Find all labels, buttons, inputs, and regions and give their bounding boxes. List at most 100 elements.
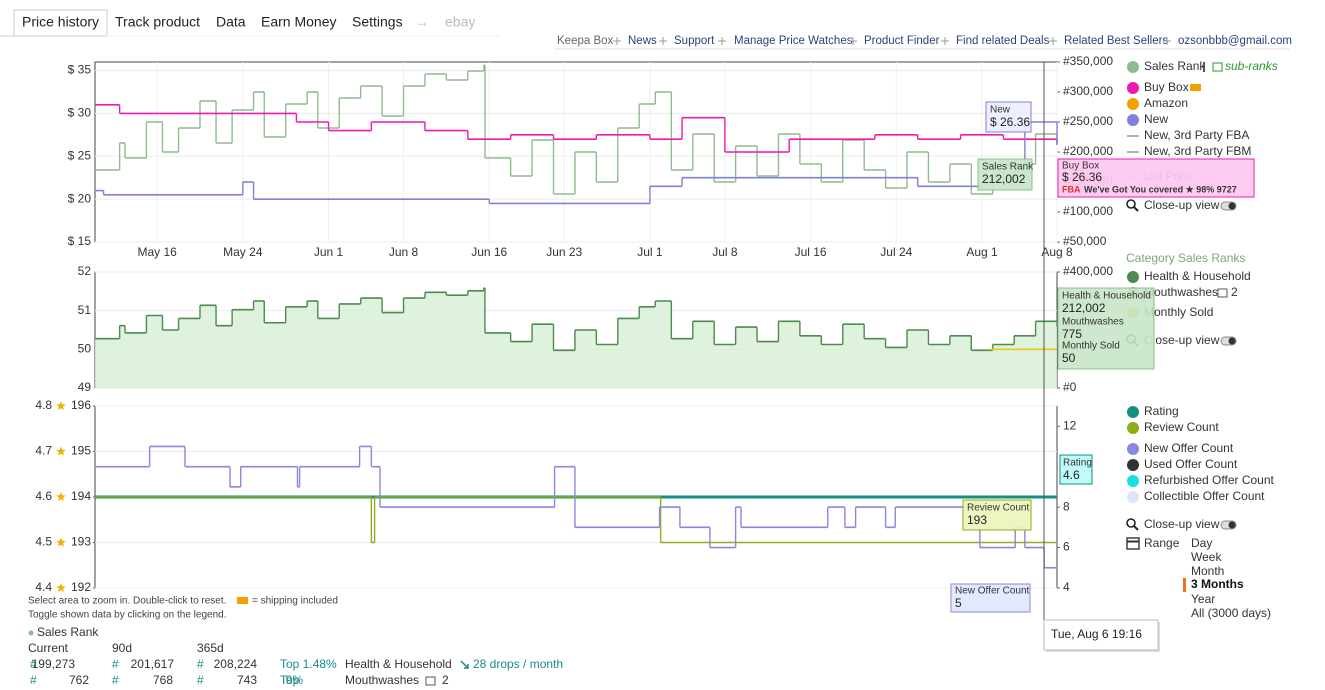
range-option[interactable]: Year	[1191, 592, 1215, 606]
range-option[interactable]: Day	[1191, 536, 1212, 550]
y-tick-label: $ 20	[68, 191, 92, 205]
legend-marker[interactable]	[1127, 459, 1139, 471]
toggle-knob[interactable]	[1228, 521, 1236, 529]
x-tick-label: May 24	[223, 245, 263, 259]
tooltip-buybox-text: FBA	[1062, 184, 1081, 194]
sub-ranks-link[interactable]: sub-ranks	[1225, 59, 1278, 73]
legend-entry[interactable]: Health & Household	[1144, 269, 1251, 283]
legend-marker[interactable]	[1127, 82, 1139, 94]
stats-cell: 762	[69, 673, 89, 687]
y2-tick-label: #100,000	[1063, 204, 1113, 218]
stats-cell: 28 drops / month	[473, 657, 563, 671]
legend-entry[interactable]: New, 3rd Party FBA	[1144, 128, 1249, 142]
link-separator	[1163, 37, 1171, 45]
y2-tick-label: 6	[1063, 540, 1070, 554]
tooltip-rank-text: Sales Rank	[982, 162, 1034, 173]
legend-marker[interactable]	[1127, 422, 1139, 434]
legend-marker[interactable]	[1127, 271, 1139, 283]
legend-marker[interactable]	[1127, 406, 1139, 418]
stats-column: Current	[28, 641, 69, 655]
header-link[interactable]: Product Finder	[864, 35, 940, 47]
legend-marker	[28, 630, 34, 636]
y2-tick-label: #400,000	[1063, 264, 1113, 278]
shipping-icon	[237, 597, 248, 604]
tooltip-rank	[977, 158, 1033, 191]
closeup-label[interactable]: Close-up view	[1144, 517, 1220, 531]
area-step	[467, 290, 484, 388]
stats-cell: #	[112, 657, 119, 671]
stats-cell: 2	[442, 673, 449, 687]
x-tick-label: May 16	[137, 245, 177, 259]
header-link[interactable]: Related Best Sellers	[1064, 35, 1168, 47]
link-separator	[718, 37, 726, 45]
closeup-label[interactable]: Close-up view	[1144, 333, 1220, 347]
legend-entry[interactable]: Rating	[1144, 404, 1179, 418]
tooltip-review	[962, 499, 1032, 531]
x-tick-label: Jun 23	[546, 245, 582, 259]
legend-entry[interactable]: Review Count	[1144, 420, 1219, 434]
hint: Toggle shown data by clicking on the leg…	[28, 610, 226, 621]
legend-entry[interactable]: Collectible Offer Count	[1144, 489, 1265, 503]
legend-marker[interactable]	[1127, 98, 1139, 110]
legend-marker[interactable]	[1127, 475, 1139, 487]
stats-cell: Top 1.48%	[280, 657, 337, 671]
star-icon	[56, 583, 66, 592]
legend-heading: Category Sales Ranks	[1126, 251, 1245, 265]
area-step	[510, 341, 533, 388]
tab[interactable]: Data	[216, 14, 246, 30]
tooltip-rating	[1059, 454, 1093, 485]
legend-entry[interactable]: New Offer Count	[1144, 441, 1234, 455]
tab[interactable]: Earn Money	[261, 14, 336, 30]
header-link[interactable]: ozsonbbb@gmail.com	[1178, 35, 1292, 47]
closeup-label[interactable]: Close-up view	[1144, 198, 1220, 212]
active-tab[interactable]	[13, 9, 108, 37]
toggle-knob[interactable]	[1228, 337, 1236, 345]
legend-marker[interactable]	[1127, 61, 1139, 73]
legend-marker[interactable]	[1127, 491, 1139, 503]
legend-entry[interactable]: New	[1144, 112, 1168, 126]
area-step	[403, 298, 425, 388]
area-step	[216, 325, 233, 388]
tab[interactable]: Settings	[352, 14, 403, 30]
tooltip-rating-text: Rating	[1063, 458, 1092, 469]
stats-cell: 199,273	[32, 657, 76, 671]
area-step	[446, 295, 468, 388]
toggle-knob[interactable]	[1228, 202, 1236, 210]
tab[interactable]: Price history	[22, 14, 99, 30]
range-option[interactable]: All (3000 days)	[1191, 606, 1271, 620]
legend-entry[interactable]: Amazon	[1144, 96, 1188, 110]
range-option[interactable]: 3 Months	[1191, 577, 1244, 591]
y-tick-label: $ 15	[68, 234, 92, 248]
legend-marker[interactable]	[1127, 443, 1139, 455]
legend-entry[interactable]: Used Offer Count	[1144, 457, 1238, 471]
tab[interactable]: Track product	[115, 14, 200, 30]
area-step	[714, 344, 736, 388]
link-separator	[941, 37, 949, 45]
legend-entry[interactable]: Mouthwashes	[1144, 285, 1218, 299]
header-link[interactable]: Manage Price Watches	[734, 35, 853, 47]
legend-marker[interactable]	[1127, 114, 1139, 126]
header-link[interactable]: Support	[674, 35, 715, 47]
legend-entry[interactable]: New, 3rd Party FBM	[1144, 144, 1251, 158]
tooltip-buybox-text: Buy Box	[1062, 161, 1099, 172]
stats-cell: #	[30, 657, 37, 671]
y3-tick-label: 195	[71, 444, 91, 458]
tooltip-new	[985, 101, 1032, 133]
tooltip-category-text: 775	[1062, 327, 1082, 341]
magnifier-icon	[1133, 206, 1139, 212]
header-link[interactable]: News	[628, 35, 657, 47]
header-link[interactable]: Find related Deals	[956, 35, 1050, 47]
legend-entry[interactable]: Refurbished Offer Count	[1144, 473, 1275, 487]
area-step	[146, 315, 163, 388]
legend-entry[interactable]: Buy Box	[1144, 80, 1189, 94]
star-icon	[56, 446, 66, 456]
tooltip-new-text: New	[990, 105, 1011, 116]
range-option[interactable]: Month	[1191, 564, 1224, 578]
legend-entry[interactable]: Sales Rank	[1144, 59, 1206, 73]
range-option[interactable]: Week	[1191, 550, 1222, 564]
area-step	[671, 338, 693, 388]
header-link[interactable]: Keepa Box	[557, 35, 614, 47]
tooltip-category-text: Mouthwashes	[1062, 317, 1124, 328]
legend-entry[interactable]: Monthly Sold	[1144, 305, 1213, 319]
tooltip-category-text: Health & Household	[1062, 291, 1151, 302]
